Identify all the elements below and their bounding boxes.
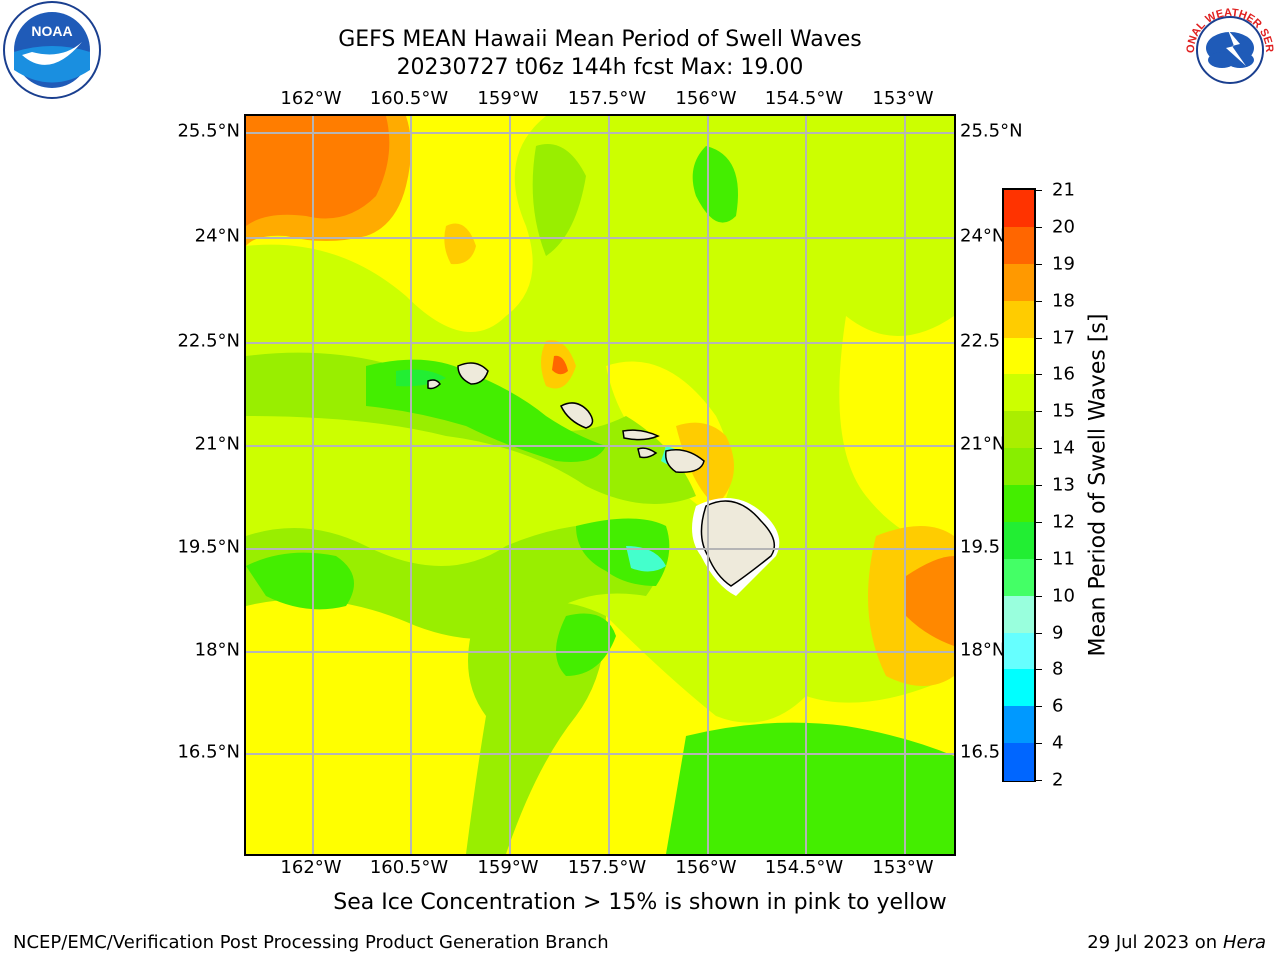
lon-label-top: 154.5°W (764, 88, 844, 109)
colorbar-segment (1004, 743, 1034, 781)
colorbar-label: 13 (1052, 474, 1075, 496)
colorbar-segment (1004, 448, 1034, 486)
footer-credit: NCEP/EMC/Verification Post Processing Pr… (13, 932, 609, 953)
colorbar-segment (1004, 521, 1034, 560)
lon-label-bottom: 153°W (872, 857, 934, 878)
colorbar-label: 11 (1052, 548, 1075, 570)
lon-label-top: 159°W (477, 88, 539, 109)
nws-logo: NATIONAL WEATHER SERVICE (1180, 0, 1278, 98)
colorbar-tick (1034, 558, 1042, 560)
colorbar-label: 15 (1052, 400, 1075, 422)
map-panel[interactable] (244, 114, 956, 856)
title-line1: GEFS MEAN Hawaii Mean Period of Swell Wa… (338, 27, 862, 52)
colorbar-segment (1004, 558, 1034, 597)
colorbar-segment (1004, 632, 1034, 670)
colorbar-segment (1004, 374, 1034, 412)
lon-label-bottom: 154.5°W (764, 857, 844, 878)
subtitle: Sea Ice Concentration > 15% is shown in … (333, 890, 947, 915)
footer-date-text: 29 Jul 2023 on (1087, 932, 1223, 953)
colorbar-segment (1004, 190, 1034, 228)
colorbar-tick (1034, 780, 1042, 781)
colorbar-segment (1004, 485, 1034, 523)
colorbar-tick (1034, 226, 1042, 228)
colorbar-segment (1004, 595, 1034, 633)
swell-period-field (246, 116, 954, 854)
lat-label-left: 19.5°N (177, 536, 240, 558)
colorbar-label: 2 (1052, 769, 1064, 791)
colorbar-segment (1004, 263, 1034, 302)
lat-label-right: 21°N (960, 433, 1006, 455)
colorbar-segment (1004, 706, 1034, 744)
lat-label-right: 16.5 (960, 741, 1001, 763)
colorbar-segment (1004, 411, 1034, 449)
title-line2: 20230727 t06z 144h fcst Max: 19.00 (396, 55, 804, 80)
colorbar-segment (1004, 669, 1034, 707)
lat-label-left: 22.5°N (177, 330, 240, 352)
lon-label-top: 157.5°W (567, 88, 647, 109)
lat-label-left: 16.5°N (177, 741, 240, 763)
colorbar-tick (1034, 337, 1042, 339)
colorbar-tick (1034, 411, 1042, 413)
colorbar-tick (1034, 374, 1042, 376)
svg-text:NOAA: NOAA (31, 23, 72, 39)
colorbar-tick (1034, 632, 1042, 634)
colorbar-tick (1034, 669, 1042, 671)
colorbar-tick (1034, 300, 1042, 302)
lat-label-left: 18°N (194, 639, 240, 661)
footer-host: Hera (1222, 932, 1266, 953)
colorbar-label: 20 (1052, 216, 1075, 238)
colorbar-label: 9 (1052, 622, 1064, 643)
colorbar-label: 19 (1052, 253, 1075, 275)
colorbar-label: 18 (1052, 290, 1075, 312)
colorbar (1002, 188, 1036, 782)
colorbar-segment (1004, 226, 1034, 265)
colorbar-tick (1034, 190, 1042, 191)
lon-label-top: 153°W (872, 88, 934, 109)
lon-label-top: 162°W (280, 88, 342, 109)
colorbar-tick (1034, 743, 1042, 745)
colorbar-label: 8 (1052, 658, 1064, 680)
colorbar-label: 12 (1052, 511, 1075, 533)
lon-label-bottom: 156°W (675, 857, 737, 878)
lat-label-right: 18°N (960, 639, 1006, 661)
lat-label-right: 24°N (960, 225, 1006, 247)
colorbar-label: 21 (1052, 179, 1075, 201)
colorbar-tick (1034, 263, 1042, 265)
lon-label-top: 156°W (675, 88, 737, 109)
colorbar-segment (1004, 337, 1034, 375)
colorbar-tick (1034, 706, 1042, 708)
colorbar-segment (1004, 300, 1034, 338)
colorbar-label: 6 (1052, 695, 1064, 717)
footer-date: 29 Jul 2023 on Hera (1087, 932, 1266, 953)
colorbar-tick (1034, 448, 1042, 450)
lon-label-bottom: 159°W (477, 857, 539, 878)
colorbar-label: 17 (1052, 327, 1075, 348)
lat-label-right: 25.5°N (960, 120, 1023, 142)
colorbar-label: 14 (1052, 437, 1075, 459)
noaa-logo: NOAA (3, 1, 101, 99)
lon-label-bottom: 160.5°W (369, 857, 449, 878)
lat-label-left: 25.5°N (177, 120, 240, 142)
colorbar-label: 10 (1052, 585, 1075, 607)
lat-label-left: 24°N (194, 225, 240, 247)
colorbar-label: 4 (1052, 732, 1064, 754)
colorbar-label: 16 (1052, 363, 1075, 385)
lon-label-top: 160.5°W (369, 88, 449, 109)
lat-label-right: 22.5 (960, 330, 1001, 352)
lat-label-right: 19.5 (960, 536, 1001, 558)
lon-label-bottom: 162°W (280, 857, 342, 878)
colorbar-tick (1034, 485, 1042, 486)
colorbar-title: Mean Period of Swell Waves [s] (1085, 313, 1111, 657)
colorbar-tick (1034, 595, 1042, 597)
lat-label-left: 21°N (194, 433, 240, 455)
colorbar-tick (1034, 521, 1042, 523)
lon-label-bottom: 157.5°W (567, 857, 647, 878)
